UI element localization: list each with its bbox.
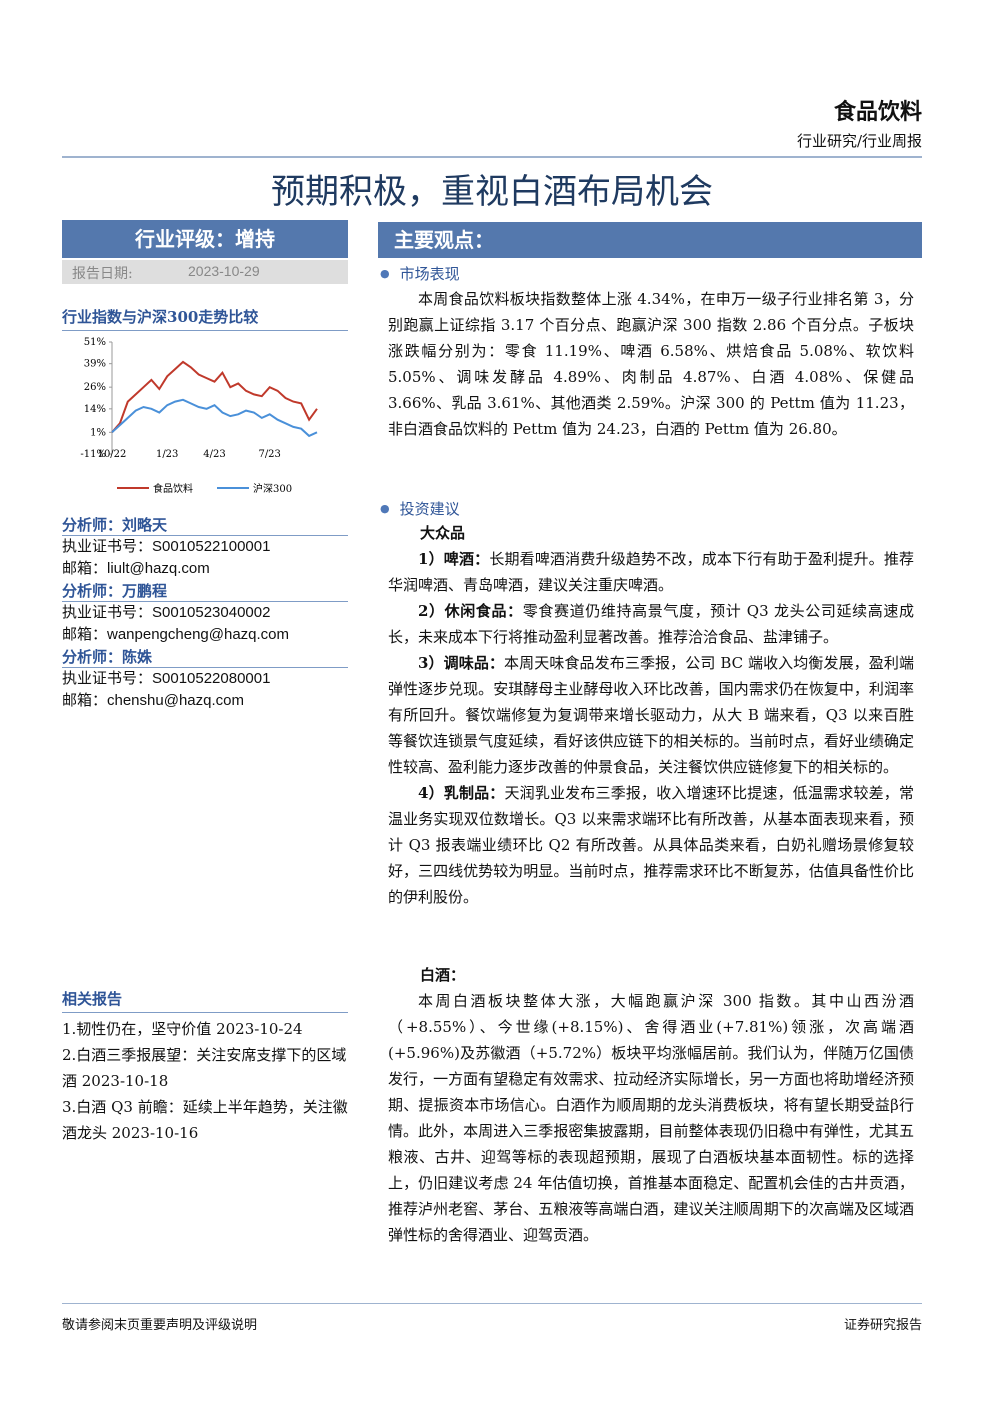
item-text: 天润乳业发布三季报，收入增速环比提速，低温需求较差，常温业务实现双位数增长。Q3… [388,784,914,906]
chart: 51% 39% 26% 14% 1% -11%10/22 1/23 4/23 7/23 食品饮料 沪… [80,337,318,495]
x-tick-label: 4/23 [203,449,225,460]
footer-left: 敬请参阅末页重要声明及评级说明 [62,1318,258,1333]
date: 2023-10-29 [188,263,260,279]
analyst-cert: 执业证书号：S0010522100001 [62,538,271,555]
legend-label: 沪深300 [253,482,292,495]
main-heading: 主要观点： [378,222,922,258]
items: 1）啤酒：长期看啤酒消费升级趋势不改，成本下行有助于盈利提升。推荐华润啤酒、青岛… [388,546,914,910]
sector: 食品饮料 [833,99,922,125]
analyst-name: 分析师：万鹏程 [62,580,348,602]
item-label: 1）啤酒： [418,550,490,568]
report-title: 预期积极，重视白酒布局机会 [271,172,713,212]
y-tick-label: 14% [84,404,106,415]
rating: 行业评级：增持 [62,220,348,258]
x-tick-label: 1/23 [156,449,178,460]
paragraph: 本周白酒板块整体大涨，大幅跑赢沪深 300 指数。其中山西汾酒（+8.55%）、… [388,992,914,1244]
paragraph: 本周食品饮料板块指数整体上涨 4.34%，在申万一级子行业排名第 3，分别跑赢上… [388,290,914,438]
y-tick-label: -11% [80,449,106,460]
analyst-name: 分析师：刘略天 [62,514,348,536]
item: 2）休闲食品：零食赛道仍维持高景气度，预计 Q3 龙头公司延续高速成长，未来成本… [388,598,914,650]
section-heading: 投资建议 [380,498,460,519]
related-item[interactable]: 2.白酒三季报展望：关注安席支撑下的区域酒 2023-10-18 [62,1046,347,1090]
analyst-cert: 执业证书号：S0010523040002 [62,604,271,621]
analyst-name: 分析师：陈姝 [62,646,348,668]
related-list: 1.韧性仍在，坚守价值 2023-10-24 2.白酒三季报展望：关注安席支撑下… [62,1016,348,1146]
analysts: 分析师：刘略天 执业证书号：S0010522100001 邮箱：liult@ha… [62,514,348,712]
header-rule [62,156,922,158]
x-tick-label: 10/22 [98,449,127,460]
related-item[interactable]: 1.韧性仍在，坚守价值 2023-10-24 [62,1020,303,1038]
date-bar [62,260,348,284]
item-text: 零食赛道仍维持高景气度，预计 Q3 龙头公司延续高速成长，未来成本下行将推动盈利… [388,602,914,646]
footer-rule [62,1303,922,1304]
sub-heading: 白酒： [420,966,466,984]
y-tick-label: 26% [84,382,106,393]
analyst-email: 邮箱：chenshu@hazq.com [62,692,244,709]
item-label: 2）休闲食品： [418,602,523,620]
section-heading: 市场表现 [380,263,460,284]
item-label: 3）调味品： [418,654,505,672]
related-title: 相关报告 [62,988,348,1013]
item-text: 本周天味食品发布三季报，公司 BC 端收入均衡发展，盈利端弹性逐步兑现。安琪酵母… [388,654,914,776]
footer-right: 证券研究报告 [843,1318,922,1333]
y-tick-label: 39% [84,359,106,370]
related-item[interactable]: 3.白酒 Q3 前瞻：延续上半年趋势，关注徽酒龙头 2023-10-16 [62,1098,348,1142]
sub-heading: 大众品 [420,524,466,542]
item-label: 4）乳制品： [418,784,505,802]
y-tick-label: 51% [84,337,106,348]
series-line [111,398,318,438]
item: 4）乳制品：天润乳业发布三季报，收入增速环比提速，低温需求较差，常温业务实现双位… [388,780,914,910]
x-tick-label: 7/23 [258,449,280,460]
category: 行业研究/行业周报 [796,132,922,150]
item-text: 长期看啤酒消费升级趋势不改，成本下行有助于盈利提升。推荐华润啤酒、青岛啤酒，建议… [388,550,914,594]
item: 1）啤酒：长期看啤酒消费升级趋势不改，成本下行有助于盈利提升。推荐华润啤酒、青岛… [388,546,914,598]
y-tick-label: 1% [90,427,106,438]
legend-label: 食品饮料 [153,482,193,495]
series-line [111,360,318,433]
chart-title: 行业指数与沪深300走势比较 [62,306,348,331]
analyst-email: 邮箱：liult@hazq.com [62,560,210,577]
analyst-email: 邮箱：wanpengcheng@hazq.com [62,626,290,643]
date-label: 报告日期: [72,266,133,282]
analyst-cert: 执业证书号：S0010522080001 [62,670,271,687]
item: 3）调味品：本周天味食品发布三季报，公司 BC 端收入均衡发展，盈利端弹性逐步兑… [388,650,914,780]
